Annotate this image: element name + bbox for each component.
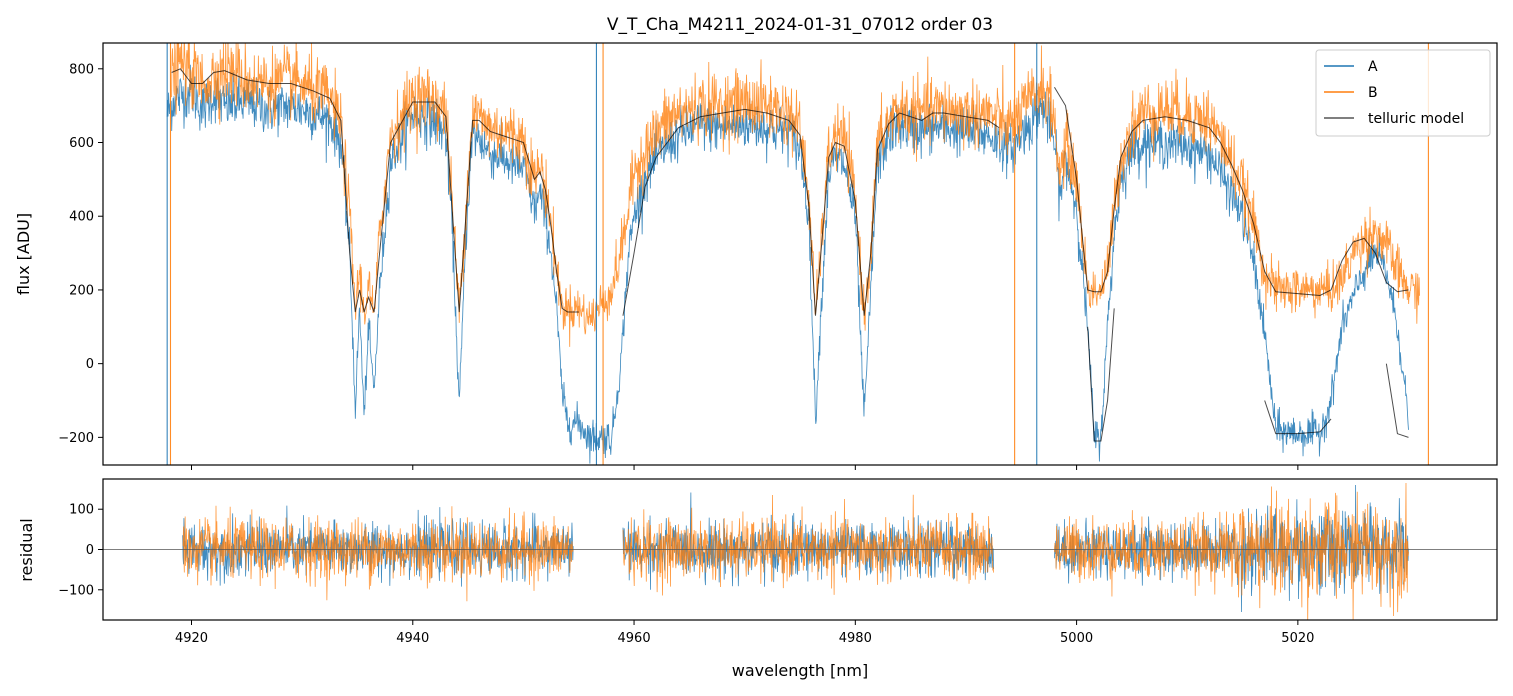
legend: A B telluric model: [1315, 49, 1491, 137]
bottom-xtick-label: 5000: [1060, 631, 1093, 646]
legend-box: [1315, 49, 1491, 137]
telluric-model-segment-3: [1054, 86, 1409, 296]
legend-label-b: B: [1368, 85, 1378, 101]
bottom-panel: −100 0 100 4920 4940 4960 4980 5000 5020 residu…: [17, 478, 1498, 680]
bottom-y-ticks: −100 0 100: [58, 503, 103, 598]
telluric-model-segment-2: [622, 108, 1000, 316]
series-a-line: [166, 64, 1409, 464]
bottom-ytick-label: −100: [58, 583, 94, 598]
residual-b-line-seg0: [182, 505, 574, 602]
residual-b-line-seg1: [622, 494, 995, 596]
top-ylabel: flux [ADU]: [14, 213, 33, 295]
bottom-xtick-label: 4960: [618, 631, 651, 646]
top-y-ticks: −200 0 200 400 600 800: [58, 62, 103, 446]
chart-title: V_T_Cha_M4211_2024-01-31_07012 order 03: [607, 15, 993, 35]
residual-b-line-seg2: [1054, 483, 1409, 620]
bottom-x-ticks: 4920 4940 4960 4980 5000 5020: [175, 620, 1314, 646]
bottom-xtick-label: 5020: [1281, 631, 1314, 646]
telluric-model-segment-1: [171, 68, 579, 313]
top-x-ticks: [191, 465, 1299, 470]
bottom-xtick-label: 4980: [839, 631, 872, 646]
legend-label-model: telluric model: [1368, 111, 1464, 127]
residual-a-line-seg2: [1054, 484, 1409, 613]
bottom-xtick-label: 4940: [396, 631, 429, 646]
xlabel: wavelength [nm]: [732, 661, 869, 680]
top-series-group: [166, 43, 1429, 465]
top-ytick-label: −200: [58, 431, 94, 446]
bottom-ytick-label: 100: [69, 503, 94, 518]
top-ytick-label: 800: [69, 62, 94, 77]
legend-label-a: A: [1368, 59, 1378, 75]
bottom-ylabel: residual: [17, 518, 36, 581]
bottom-series-group: [103, 483, 1497, 620]
top-ytick-label: 400: [69, 210, 94, 225]
series-b-line: [171, 43, 1420, 347]
top-panel: −200 0 200 400 600 800 flux [ADU]: [14, 42, 1498, 470]
bottom-ytick-label: 0: [86, 543, 94, 558]
top-ytick-label: 600: [69, 136, 94, 151]
telluric-model-segment-5: [1264, 400, 1332, 435]
telluric-model-segment-6: [1385, 363, 1409, 438]
telluric-model-segment-4: [1087, 308, 1115, 442]
top-ytick-label: 200: [69, 283, 94, 298]
bottom-xtick-label: 4920: [175, 631, 208, 646]
top-panel-frame: [102, 42, 1498, 466]
top-ytick-label: 0: [86, 357, 94, 372]
